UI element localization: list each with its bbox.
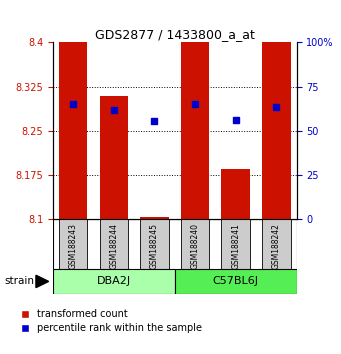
Bar (59, 42, 87, 219)
Text: GSM188244: GSM188244 (109, 223, 118, 269)
Text: GSM188240: GSM188240 (191, 223, 199, 269)
Text: GSM188245: GSM188245 (150, 223, 159, 269)
Bar (222, 169, 250, 219)
Bar (175, 269, 297, 294)
Text: DBA2J: DBA2J (97, 276, 131, 286)
Bar (100, 96, 128, 219)
Legend: transformed count, percentile rank within the sample: transformed count, percentile rank withi… (15, 309, 203, 333)
Bar (59, 219, 87, 269)
Bar (140, 219, 169, 269)
Text: GSM188242: GSM188242 (272, 223, 281, 269)
Bar (262, 219, 291, 269)
Bar (100, 219, 128, 269)
Bar (181, 219, 209, 269)
Text: GSM188241: GSM188241 (231, 223, 240, 269)
Bar (181, 42, 209, 219)
Bar (53, 269, 175, 294)
Text: C57BL6J: C57BL6J (213, 276, 259, 286)
Bar (262, 42, 291, 219)
Text: GSM188243: GSM188243 (69, 223, 78, 269)
Polygon shape (36, 275, 49, 287)
Bar (222, 219, 250, 269)
Text: strain: strain (4, 276, 34, 286)
Bar (140, 217, 169, 219)
Title: GDS2877 / 1433800_a_at: GDS2877 / 1433800_a_at (95, 28, 255, 41)
